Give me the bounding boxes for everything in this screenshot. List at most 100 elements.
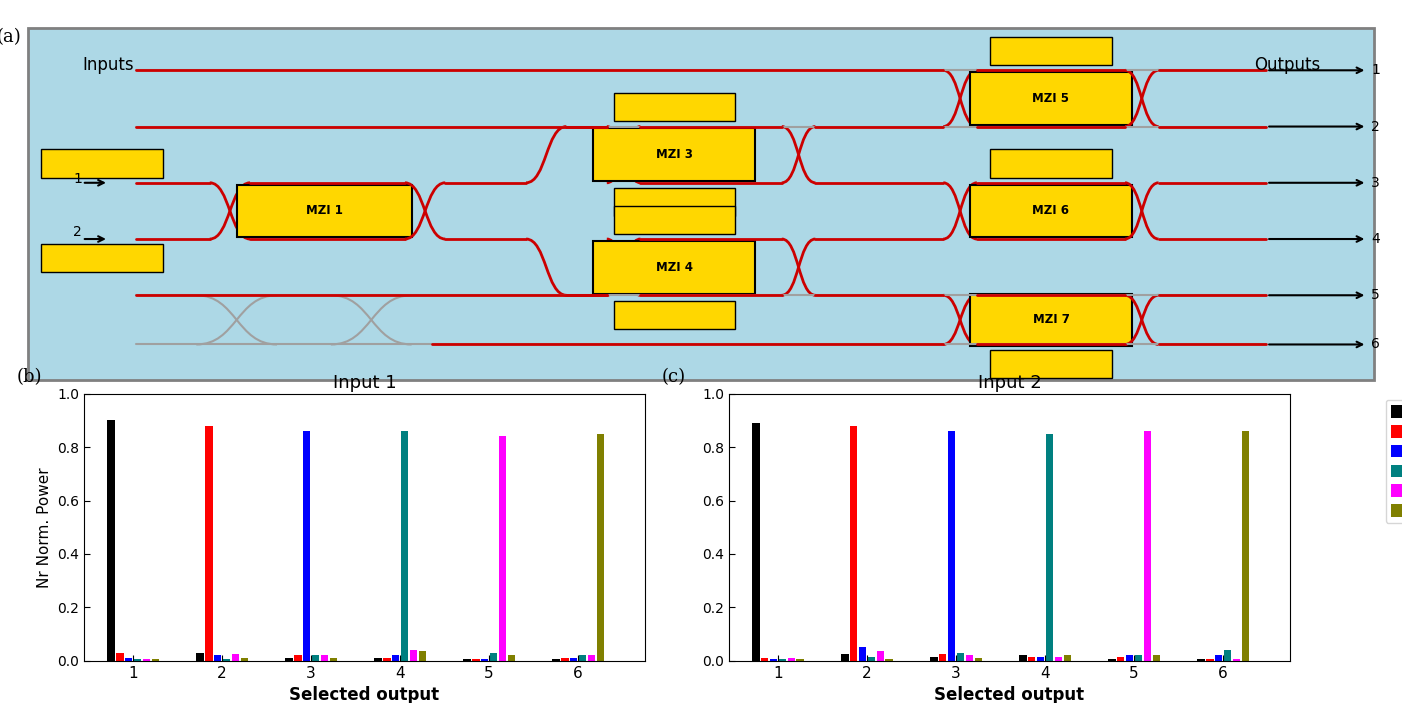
Y-axis label: Nr Norm. Power: Nr Norm. Power [36, 467, 52, 588]
Bar [579, 655, 586, 661]
Bar [303, 431, 310, 661]
Bar [116, 653, 123, 661]
Text: (a): (a) [0, 28, 21, 46]
Bar [294, 655, 301, 661]
Bar [231, 654, 240, 661]
Bar [948, 431, 955, 661]
Bar [311, 655, 320, 661]
Text: 1: 1 [73, 172, 81, 186]
Title: Input 1: Input 1 [332, 374, 397, 392]
Bar [1108, 659, 1116, 661]
Bar [761, 658, 768, 661]
Bar [499, 437, 506, 661]
FancyBboxPatch shape [990, 37, 1112, 65]
Bar [1126, 655, 1133, 661]
Bar [205, 426, 213, 661]
FancyBboxPatch shape [970, 72, 1131, 125]
Bar [472, 659, 479, 661]
Bar [196, 653, 203, 661]
Text: MZI 1: MZI 1 [306, 205, 342, 217]
Bar [778, 659, 787, 661]
FancyBboxPatch shape [28, 28, 1374, 380]
Bar [956, 653, 965, 661]
Bar [409, 650, 418, 661]
Bar [401, 431, 408, 661]
Bar [125, 658, 132, 661]
FancyBboxPatch shape [593, 240, 754, 294]
Text: Inputs: Inputs [81, 56, 133, 75]
Bar [241, 658, 248, 661]
Bar [1134, 655, 1143, 661]
FancyBboxPatch shape [614, 301, 735, 329]
Text: MZI 7: MZI 7 [1032, 314, 1070, 326]
Bar [508, 655, 515, 661]
Bar [1216, 655, 1223, 661]
Bar [587, 655, 596, 661]
Title: Input 2: Input 2 [977, 374, 1042, 392]
Text: MZI 3: MZI 3 [656, 148, 693, 161]
Bar [393, 655, 400, 661]
Bar [223, 659, 230, 661]
Bar [329, 658, 336, 661]
Text: 6: 6 [1371, 337, 1380, 352]
Bar [1054, 657, 1063, 661]
X-axis label: Selected output: Selected output [934, 686, 1085, 703]
Text: 2: 2 [73, 225, 81, 239]
Bar [770, 659, 777, 661]
Bar [876, 652, 885, 661]
Bar [143, 659, 150, 661]
Bar [1144, 431, 1151, 661]
Bar [321, 655, 328, 661]
FancyBboxPatch shape [990, 150, 1112, 177]
Bar [489, 653, 498, 661]
Text: MZI 6: MZI 6 [1032, 205, 1070, 217]
Text: Outputs: Outputs [1253, 56, 1321, 75]
Text: 3: 3 [1371, 176, 1380, 190]
Bar [886, 659, 893, 661]
Bar [751, 423, 760, 661]
Bar [285, 658, 293, 661]
Bar [1232, 659, 1241, 661]
Bar [1064, 655, 1071, 661]
Text: 4: 4 [1371, 232, 1380, 246]
Text: MZI 4: MZI 4 [656, 261, 693, 273]
Bar [1242, 431, 1249, 661]
FancyBboxPatch shape [970, 294, 1131, 347]
Bar [930, 657, 938, 661]
Bar [868, 657, 875, 661]
Bar [571, 658, 578, 661]
FancyBboxPatch shape [970, 184, 1131, 237]
Bar [1046, 434, 1053, 661]
FancyBboxPatch shape [614, 205, 735, 233]
Text: 2: 2 [1371, 120, 1380, 134]
Bar [561, 658, 569, 661]
Bar [1037, 657, 1044, 661]
Bar [966, 655, 973, 661]
Bar [133, 659, 142, 661]
FancyBboxPatch shape [42, 150, 163, 177]
Bar [788, 658, 795, 661]
Bar [552, 659, 559, 661]
Text: 1: 1 [1371, 63, 1380, 77]
FancyBboxPatch shape [42, 245, 163, 272]
Text: (c): (c) [662, 368, 686, 386]
Bar [1224, 650, 1231, 661]
FancyBboxPatch shape [614, 188, 735, 217]
Bar [151, 659, 158, 661]
Bar [597, 434, 604, 661]
Bar [1152, 655, 1159, 661]
Bar [1206, 659, 1214, 661]
Bar [374, 658, 381, 661]
Bar [974, 658, 981, 661]
Bar [841, 654, 848, 661]
Bar [939, 654, 946, 661]
Bar [215, 655, 222, 661]
Bar [463, 659, 471, 661]
Text: (b): (b) [17, 368, 42, 386]
Bar [1117, 657, 1124, 661]
Bar [796, 659, 803, 661]
Bar [107, 420, 115, 661]
Bar [859, 647, 866, 661]
Text: 5: 5 [1371, 288, 1380, 302]
FancyBboxPatch shape [237, 184, 412, 237]
